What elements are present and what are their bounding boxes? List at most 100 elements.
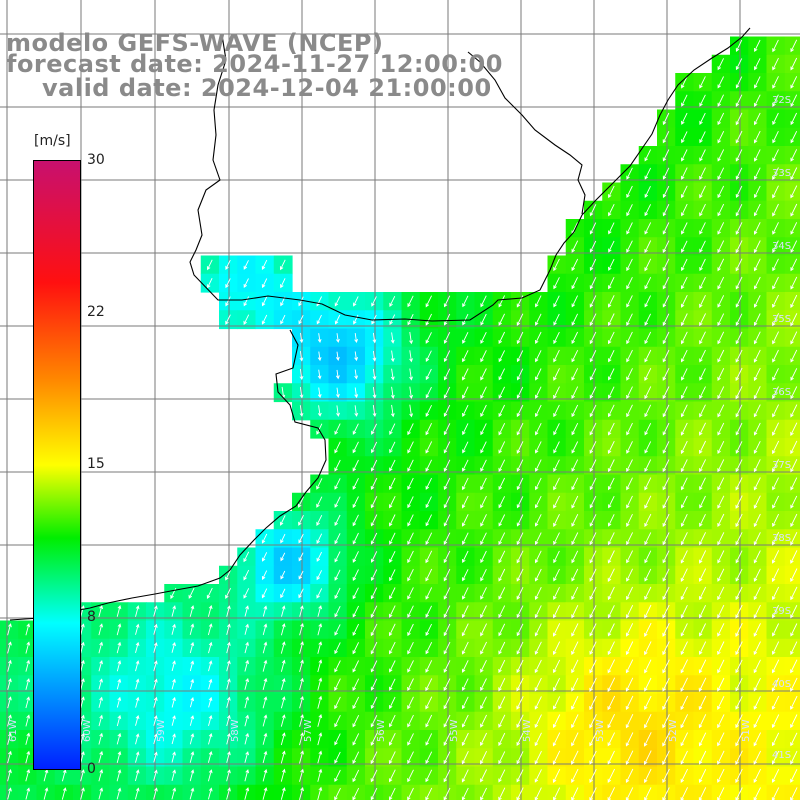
wind-arrow [662,659,670,674]
wind-arrow [680,276,688,290]
wind-arrow [299,750,304,764]
wind-arrow [516,641,524,655]
wind-arrow [699,258,706,272]
wind-arrow [753,550,761,564]
wind-arrow [571,768,579,783]
wind-arrow [535,295,542,308]
wind-arrow [771,586,780,601]
lon-label-52w: 52W [668,719,679,742]
wind-arrow [699,149,706,162]
wind-arrow [625,641,634,656]
wind-arrow [552,787,561,800]
wind-arrow [298,533,304,544]
wind-arrow [208,732,213,745]
wind-arrow [626,532,634,546]
wind-arrow [753,513,761,528]
wind-arrow [388,751,396,765]
wind-arrow [334,514,341,527]
wind-arrow [462,441,469,454]
wind-arrow [443,423,451,436]
wind-arrow [116,769,122,782]
wind-arrow [607,477,615,491]
wind-arrow [461,587,469,600]
lat-label-37s: 37S [772,460,792,471]
wind-arrow [334,642,341,655]
wind-arrow [790,750,798,765]
wind-arrow [535,386,542,399]
wind-arrow [571,423,579,436]
wind-arrow [498,386,506,399]
wind-arrow [680,787,689,800]
wind-arrow [352,459,359,472]
wind-arrow [753,295,761,308]
wind-arrow [681,94,688,107]
wind-arrow [735,276,743,290]
lat-label-33s: 33S [772,168,792,179]
wind-arrow [480,459,487,472]
wind-arrow [681,222,688,235]
wind-arrow [607,623,615,637]
wind-arrow [790,550,798,564]
wind-arrow [299,677,304,691]
wind-arrow [407,569,414,582]
lon-label-53w: 53W [595,719,606,742]
wind-arrow [334,733,341,746]
wind-arrow [607,732,616,747]
wind-arrow [443,386,451,399]
wind-arrow [644,258,652,272]
wind-cell [784,474,800,494]
wind-arrow [607,422,615,436]
wind-arrow [80,605,85,617]
wind-arrow [553,587,560,600]
wind-arrow [607,586,615,601]
wind-arrow [425,532,433,545]
wind-arrow [388,733,396,746]
wind-arrow [717,240,725,254]
wind-arrow [352,478,359,490]
wind-arrow [735,386,743,400]
wind-arrow [662,768,670,784]
wind-arrow [589,240,597,253]
wind-arrow [735,641,743,656]
wind-arrow [171,696,176,708]
wind-arrow [571,750,579,765]
wind-arrow [680,386,688,400]
wind-arrow [553,550,560,564]
wind-arrow [480,696,487,710]
wind-arrow [589,659,597,674]
wind-arrow [698,769,707,783]
wind-arrow [607,787,616,800]
wind-arrow [735,714,743,729]
wind-arrow [334,533,341,545]
wind-arrow [772,404,780,418]
wind-arrow [717,441,725,454]
wind-arrow [443,751,451,765]
wind-arrow [389,660,396,673]
wind-arrow [80,659,85,672]
wind-arrow [370,459,378,472]
wind-arrow [790,331,798,345]
wind-arrow [680,532,688,546]
wind-arrow [299,605,304,617]
wind-arrow [644,495,652,509]
wind-arrow [626,295,633,308]
wind-arrow [516,769,524,783]
wind-arrow [261,552,268,562]
wind-arrow [334,314,341,325]
wind-arrow [389,514,396,527]
wind-arrow [699,404,706,418]
wind-arrow [644,167,652,180]
wind-arrow [462,350,469,363]
wind-arrow [626,459,633,473]
wind-arrow [753,641,761,656]
wind-arrow [389,569,396,582]
wind-cell [784,693,800,713]
wind-arrow [135,678,140,690]
wind-arrow [608,222,615,235]
wind-arrow [753,586,761,601]
wind-arrow [298,515,304,526]
wind-arrow [790,677,798,692]
lon-label-60w: 60W [82,719,93,742]
wind-arrow [244,769,250,782]
wind-arrow [553,258,560,272]
